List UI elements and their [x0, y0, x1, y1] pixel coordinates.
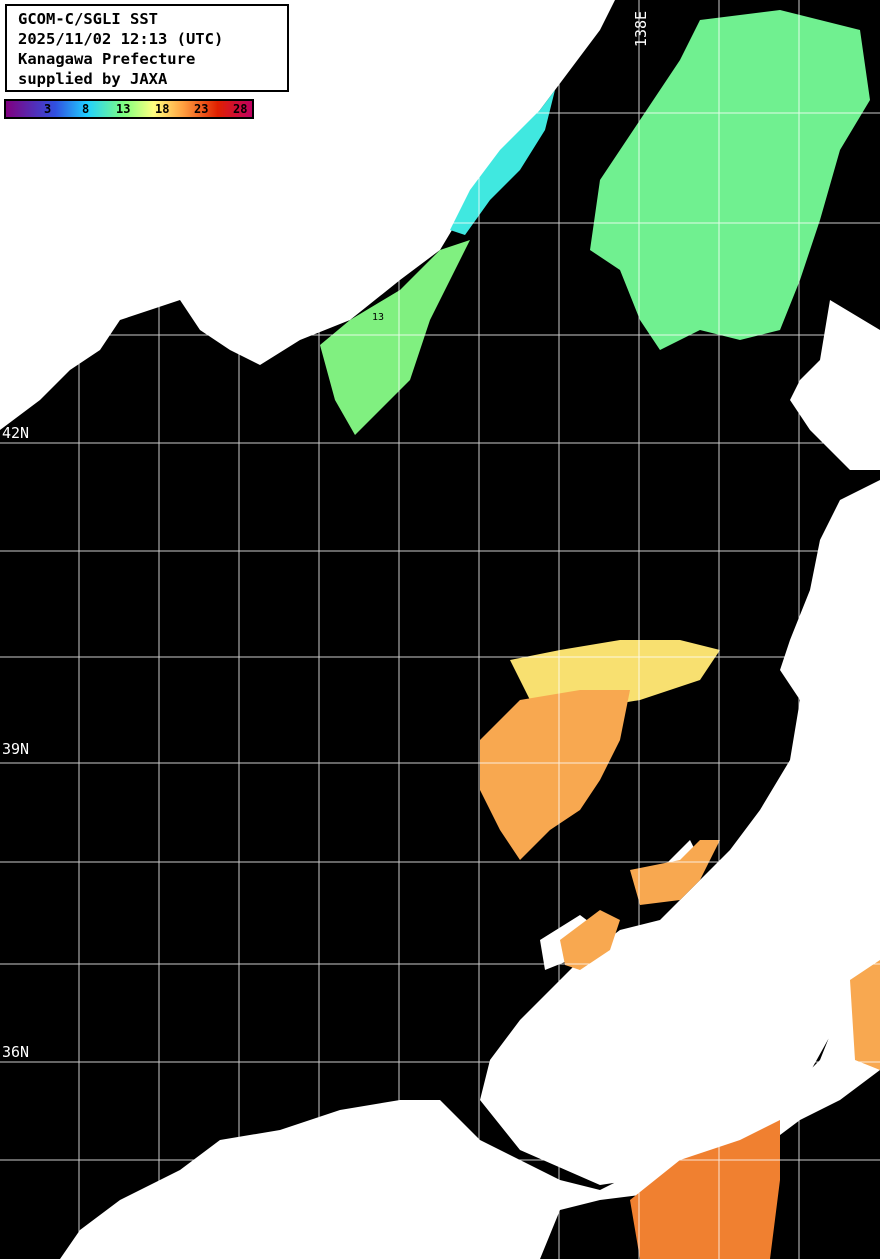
colorbar-tick: 8	[82, 102, 90, 116]
colorbar-tick: 3	[44, 102, 52, 116]
title-line-2: 2025/11/02 12:13 (UTC)	[18, 30, 224, 48]
sst-patch-green	[320, 240, 470, 435]
sst-patch-warm-south	[630, 1120, 780, 1259]
sst-patch-cool	[450, 90, 555, 235]
title-line-3: Kanagawa Prefecture	[18, 50, 196, 68]
title-box: GCOM-C/SGLI SST 2025/11/02 12:13 (UTC) K…	[5, 4, 289, 92]
land-hokkaido	[790, 300, 880, 470]
sst-patch-orange-3	[560, 910, 620, 970]
colorbar-tick: 23	[194, 102, 209, 116]
lat-label-39n: 39N	[2, 740, 30, 758]
sst-patches	[320, 10, 880, 1259]
lon-label-138e: 138E	[632, 10, 651, 48]
title-line-4: supplied by JAXA	[18, 70, 168, 88]
colorbar-tick: 28	[233, 102, 248, 116]
contour-label: 13	[372, 312, 385, 323]
lat-label-42n: 42N	[2, 424, 30, 442]
sst-patch-orange-2	[630, 840, 720, 905]
land-honshu	[60, 480, 880, 1259]
colorbar-tick: 13	[116, 102, 131, 116]
sst-patch-green-ne	[590, 10, 870, 350]
lat-label-36n: 36N	[2, 1043, 30, 1061]
colorbar-tick: 18	[155, 102, 170, 116]
land-island-top	[165, 118, 220, 165]
sst-patch-orange	[480, 690, 630, 860]
title-line-1: GCOM-C/SGLI SST	[18, 10, 158, 28]
sst-patch-warm-east	[850, 960, 880, 1070]
colorbar: 3 8 13 18 23 28	[4, 99, 254, 119]
